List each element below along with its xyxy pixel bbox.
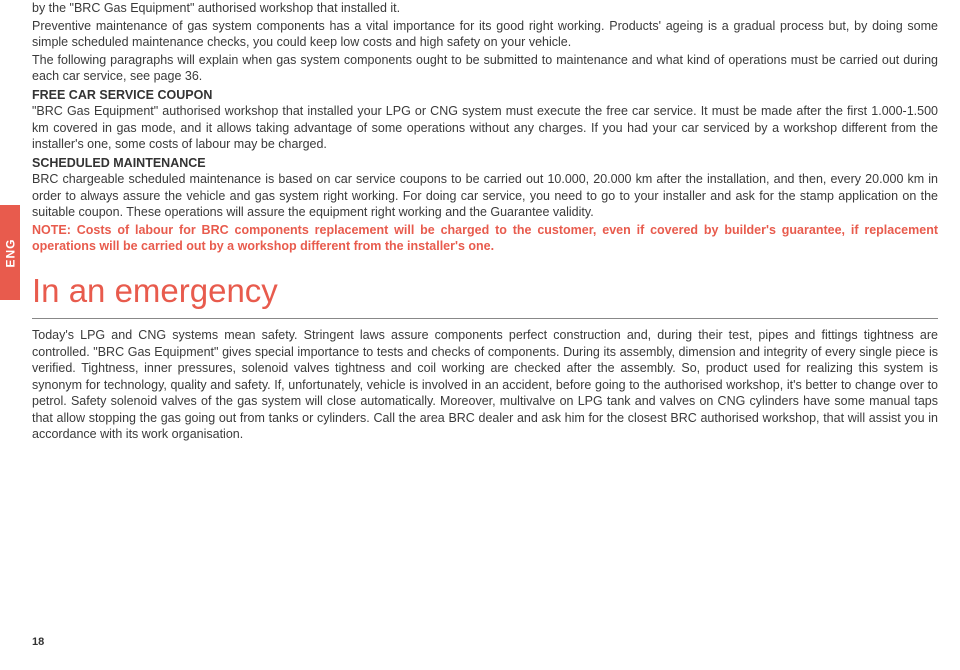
scheduled-body: BRC chargeable scheduled maintenance is … bbox=[32, 171, 938, 221]
scheduled-heading: SCHEDULED MAINTENANCE bbox=[32, 155, 938, 172]
scheduled-note: NOTE: Costs of labour for BRC components… bbox=[32, 222, 938, 255]
emergency-title: In an emergency bbox=[32, 269, 938, 313]
page-number: 18 bbox=[32, 636, 44, 648]
page-content: by the "BRC Gas Equipment" authorised wo… bbox=[0, 0, 960, 443]
language-tab-label: ENG bbox=[3, 238, 17, 267]
emergency-body: Today's LPG and CNG systems mean safety.… bbox=[32, 327, 938, 443]
free-service-body: "BRC Gas Equipment" authorised workshop … bbox=[32, 103, 938, 153]
intro-line-1: by the "BRC Gas Equipment" authorised wo… bbox=[32, 0, 938, 17]
intro-line-3: The following paragraphs will explain wh… bbox=[32, 52, 938, 85]
language-tab: ENG bbox=[0, 205, 20, 300]
free-service-heading: FREE CAR SERVICE COUPON bbox=[32, 87, 938, 104]
intro-line-2: Preventive maintenance of gas system com… bbox=[32, 18, 938, 51]
section-divider bbox=[32, 318, 938, 319]
